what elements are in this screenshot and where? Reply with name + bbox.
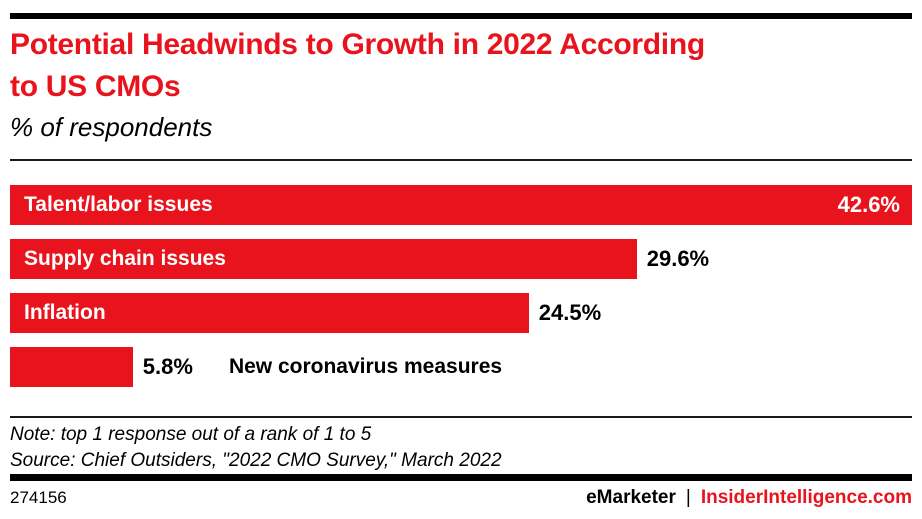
bar-row-0: Talent/labor issues 42.6% xyxy=(10,185,912,225)
bar-label: Supply chain issues xyxy=(24,247,226,270)
source-text: Source: Chief Outsiders, "2022 CMO Surve… xyxy=(10,450,502,471)
page-subtitle: % of respondents xyxy=(10,112,213,142)
bottom-rule xyxy=(10,474,912,481)
footnote: Note: top 1 response out of a rank of 1 … xyxy=(10,422,502,474)
page-title-line-1: Potential Headwinds to Growth in 2022 Ac… xyxy=(10,28,705,61)
bar-3 xyxy=(10,347,133,387)
brand-lockup: eMarketer | InsiderIntelligence.com xyxy=(586,487,912,509)
bar-row-1: Supply chain issues 29.6% xyxy=(10,239,912,279)
bar-value: 29.6% xyxy=(646,246,710,271)
bar-row-2: Inflation 24.5% xyxy=(10,293,912,333)
bar-label: Inflation xyxy=(24,301,106,324)
chart-id: 274156 xyxy=(10,488,67,507)
bar-value: 5.8% xyxy=(142,354,193,379)
brand-separator: | xyxy=(685,487,691,508)
bar-chart: Talent/labor issues 42.6% Supply chain iss… xyxy=(10,185,912,401)
bar-value: 42.6% xyxy=(837,192,900,217)
bar-2: Inflation xyxy=(10,293,529,333)
insider-intelligence-link[interactable]: InsiderIntelligence.com xyxy=(700,487,912,508)
page-title-line-2: to US CMOs xyxy=(10,70,181,103)
bar-row-3: 5.8% New coronavirus measures xyxy=(10,347,912,387)
note-text: Note: top 1 response out of a rank of 1 … xyxy=(10,424,372,445)
bar-value: 24.5% xyxy=(538,300,602,325)
bar-label: Talent/labor issues xyxy=(24,193,213,216)
bar-category-label: New coronavirus measures xyxy=(228,355,503,378)
page-title: Potential Headwinds to Growth in 2022 Ac… xyxy=(10,24,705,108)
bar-0: Talent/labor issues 42.6% xyxy=(10,185,912,225)
footer: 274156 eMarketer | InsiderIntelligence.c… xyxy=(10,487,912,509)
bar-1: Supply chain issues xyxy=(10,239,637,279)
header-divider xyxy=(10,159,912,161)
note-divider xyxy=(10,416,912,418)
emarketer-wordmark: eMarketer xyxy=(586,487,676,508)
top-rule xyxy=(10,13,912,19)
